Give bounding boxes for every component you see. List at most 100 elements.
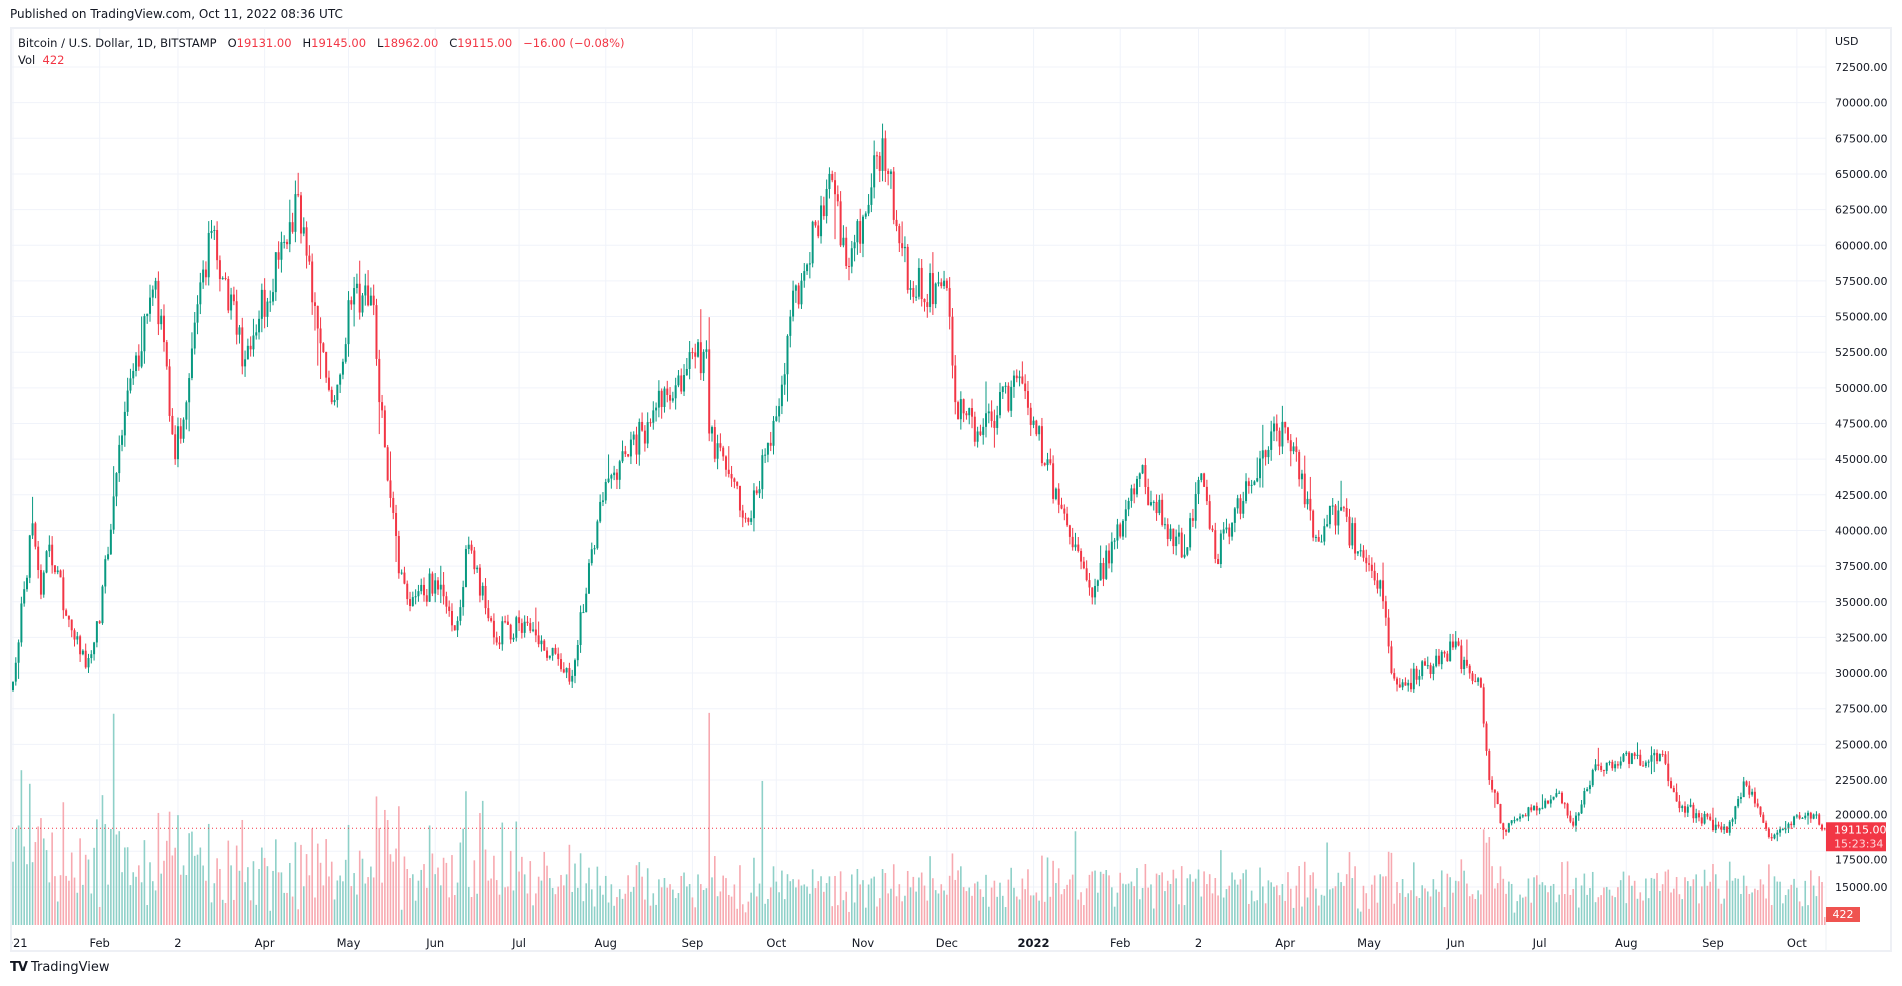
volume-bar [658,879,660,925]
candle-body [129,378,132,391]
volume-bar [1253,901,1256,925]
y-tick-label: 40000.00 [1835,524,1888,537]
candle-body [1138,473,1141,479]
volume-bar [1611,895,1614,925]
candle-body [1010,386,1013,411]
candle-body [286,241,289,245]
volume-bar [1653,878,1656,925]
volume-bar [1717,888,1720,925]
volume-bar [308,875,311,925]
candle-body [534,629,537,636]
volume-bar [783,899,786,925]
x-tick-label: May [1357,936,1381,950]
candle-body [1773,834,1776,839]
candle-body [529,623,532,631]
candle-body [1507,823,1510,832]
volume-bar [1650,877,1653,925]
candle-body [724,456,727,470]
candle-body [1605,762,1608,771]
y-tick-label: 20000.00 [1835,808,1888,821]
volume-bar [1236,884,1239,925]
volume-bar [772,866,775,925]
candle-body [780,384,783,407]
candle-body [269,301,272,303]
candle-body [671,398,674,401]
candle-body [775,416,778,421]
volume-bar [512,890,515,925]
volume-bar [1278,895,1281,925]
volume-bar [811,869,814,925]
candle-body [1756,803,1759,807]
candle-body [1155,501,1158,514]
candle-body [143,316,146,352]
tradingview-logo[interactable]: TV TradingView [10,960,109,975]
candle-body [1225,527,1228,530]
volume-bar [1779,881,1781,925]
volume-bar [414,900,417,925]
volume-bar [428,825,431,925]
candle-body [252,335,255,350]
volume-bar [781,870,783,925]
volume-bar [691,897,694,925]
candle-body [982,426,985,435]
candle-body [504,621,507,623]
candle-body [1214,530,1217,559]
candle-body [330,389,333,403]
volume-bar [1032,895,1035,925]
volume-badge [1826,907,1860,922]
candle-body [1320,541,1323,543]
candle-body [115,473,118,497]
candle-body [1415,668,1418,680]
volume-bar [1480,894,1482,925]
volume-bar [1169,884,1172,925]
volume-bar [1186,878,1189,925]
candle-body [940,282,943,287]
candle-body [107,554,110,560]
volume-bar [1689,886,1692,925]
candle-body [1242,501,1245,514]
candle-body [1463,659,1466,670]
volume-bar [367,877,369,925]
symbol-title[interactable]: Bitcoin / U.S. Dollar, 1D, BITSTAMP [18,36,217,50]
candle-body [313,302,316,306]
close-value: 19115.00 [457,36,513,50]
volume-bar [395,848,397,925]
candle-body [1259,458,1262,479]
volume-bar [210,902,213,925]
volume-bar [1063,889,1066,925]
candle-body [1798,815,1801,819]
candle-body [520,623,523,633]
x-tick-label: May [337,936,361,950]
candle-body [730,473,733,479]
candle-body [1720,826,1723,830]
volume-bar [462,828,464,925]
candle-body [288,222,291,245]
candle-body [400,572,403,574]
candle-body [1410,682,1412,690]
volume-bar [1659,891,1661,925]
volume-bar [1270,882,1272,925]
volume-label[interactable]: Vol [18,53,36,67]
candle-body [973,416,976,442]
volume-bar [599,885,601,925]
candle-body [769,442,772,446]
volume-bar [1273,886,1275,925]
volume-bar [350,886,353,925]
volume-bar [1116,892,1119,925]
volume-bar [146,905,149,925]
volume-bar [1452,892,1454,925]
volume-bar [943,890,945,925]
candle-body [1692,804,1695,819]
volume-bar [110,828,112,925]
candle-body [842,237,845,246]
candle-body [221,277,224,280]
volume-bar [392,861,395,925]
candle-body [551,647,554,656]
candle-body [244,359,247,367]
volume-bar [1267,880,1270,925]
candle-body [235,301,238,335]
volume-bar [593,906,596,925]
candle-body [238,327,241,335]
volume-bar [490,878,492,925]
